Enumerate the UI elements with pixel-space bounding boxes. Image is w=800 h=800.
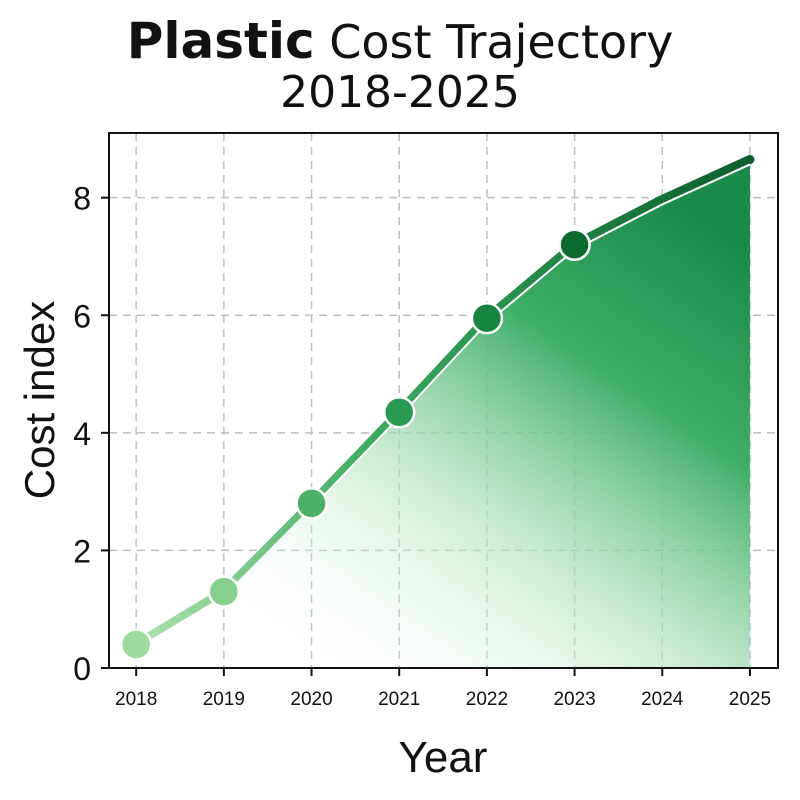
plot-frame xyxy=(108,132,779,669)
series-line-edge xyxy=(135,163,751,651)
chart-title: Plastic Cost Trajectory 2018-2025 xyxy=(0,14,800,117)
x-axis-label: Year xyxy=(399,733,488,782)
y-tick-label: 8 xyxy=(73,181,91,217)
x-tick-label: 2023 xyxy=(553,689,595,710)
y-tick-label: 4 xyxy=(73,416,91,452)
x-tick-label: 2019 xyxy=(203,689,245,710)
y-axis-label: Cost index xyxy=(16,301,63,499)
y-tick-label: 6 xyxy=(73,298,91,334)
x-tick-label: 2021 xyxy=(378,689,420,710)
title-line2: 2018-2025 xyxy=(280,67,520,118)
x-tick-label: 2025 xyxy=(729,689,771,710)
data-point-marker xyxy=(470,301,504,335)
x-tick-label: 2024 xyxy=(641,689,684,710)
y-tick-label: 2 xyxy=(73,533,91,569)
data-point-marker xyxy=(558,228,591,261)
title-rest: Cost Trajectory xyxy=(329,15,674,69)
y-tick-label: 0 xyxy=(73,651,91,687)
x-tick-label: 2022 xyxy=(466,689,508,710)
data-point-marker xyxy=(382,396,416,429)
x-tick-label: 2020 xyxy=(290,689,332,710)
x-tick-label: 2018 xyxy=(115,689,157,710)
series-line xyxy=(131,154,755,649)
title-bold: Plastic xyxy=(126,12,315,70)
data-point-marker xyxy=(295,487,328,520)
data-point-marker xyxy=(207,575,241,608)
data-point-marker xyxy=(119,628,153,661)
area-fill xyxy=(136,159,750,668)
